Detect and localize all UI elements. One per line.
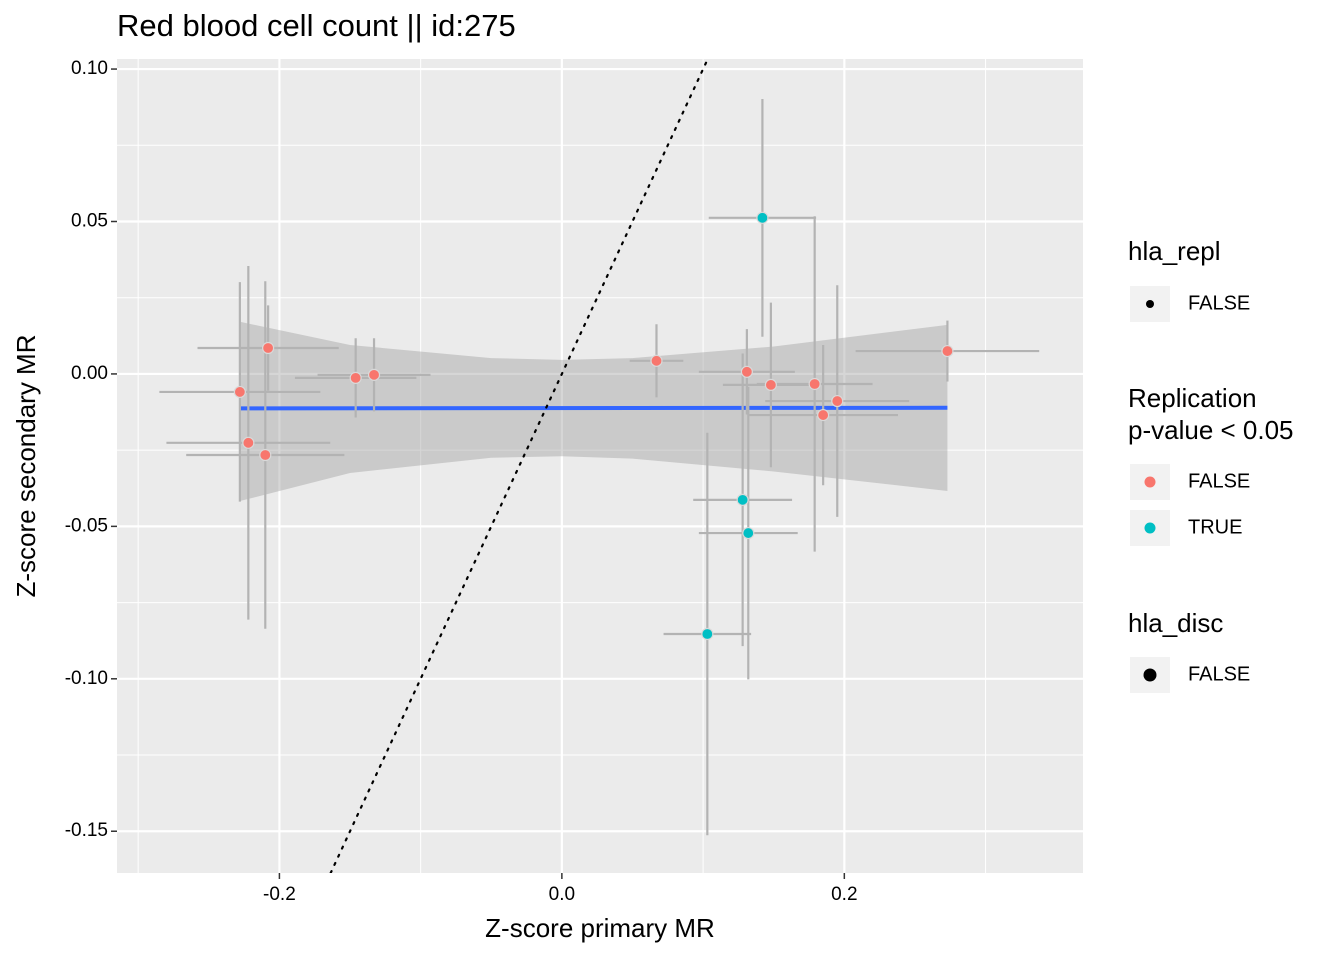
point: [242, 436, 255, 449]
point: [764, 378, 777, 392]
legend-title: Replication: [1128, 383, 1257, 413]
point: [259, 448, 272, 462]
x-tick-label: -0.2: [263, 884, 296, 905]
point: [756, 211, 769, 224]
point: [262, 341, 275, 355]
point: [831, 394, 844, 408]
legend-title: p-value < 0.05: [1128, 415, 1294, 445]
y-tick-label: 0.10: [71, 58, 108, 79]
plot-area: [117, 59, 1083, 873]
point: [736, 493, 749, 506]
point: [650, 354, 663, 367]
point: [817, 408, 830, 422]
legend-label: FALSE: [1188, 470, 1250, 492]
y-tick-label: -0.10: [65, 668, 108, 689]
point: [808, 377, 821, 391]
x-axis-title: Z-score primary MR: [485, 913, 715, 943]
x-tick-label: 0.0: [549, 884, 575, 905]
reference-line: [329, 59, 709, 873]
point: [367, 368, 381, 381]
legend-label: TRUE: [1188, 516, 1242, 538]
legend-title: hla_repl: [1128, 236, 1221, 266]
legend-marker: [1146, 300, 1154, 308]
y-axis-title: Z-score secondary MR: [11, 335, 41, 598]
point: [233, 385, 246, 399]
y-tick-label: -0.05: [65, 515, 108, 536]
chart-title: Red blood cell count || id:275: [117, 8, 516, 43]
y-tick-label: 0.05: [71, 211, 108, 232]
x-tick-label: 0.2: [831, 884, 857, 905]
fit-line: [239, 405, 948, 411]
point: [941, 344, 954, 358]
legend-marker: [1143, 668, 1157, 682]
point: [701, 627, 714, 641]
legend-marker: [1144, 476, 1156, 488]
plot-panel: [117, 59, 1083, 873]
y-tick-label: -0.15: [65, 820, 108, 841]
legend-label: FALSE: [1188, 292, 1250, 314]
legend-title: hla_disc: [1128, 608, 1223, 638]
point: [740, 365, 753, 378]
y-tick-label: 0.00: [71, 363, 108, 384]
point: [742, 526, 755, 540]
legend-marker: [1144, 522, 1156, 534]
legend-label: FALSE: [1188, 663, 1250, 685]
point: [349, 371, 362, 384]
